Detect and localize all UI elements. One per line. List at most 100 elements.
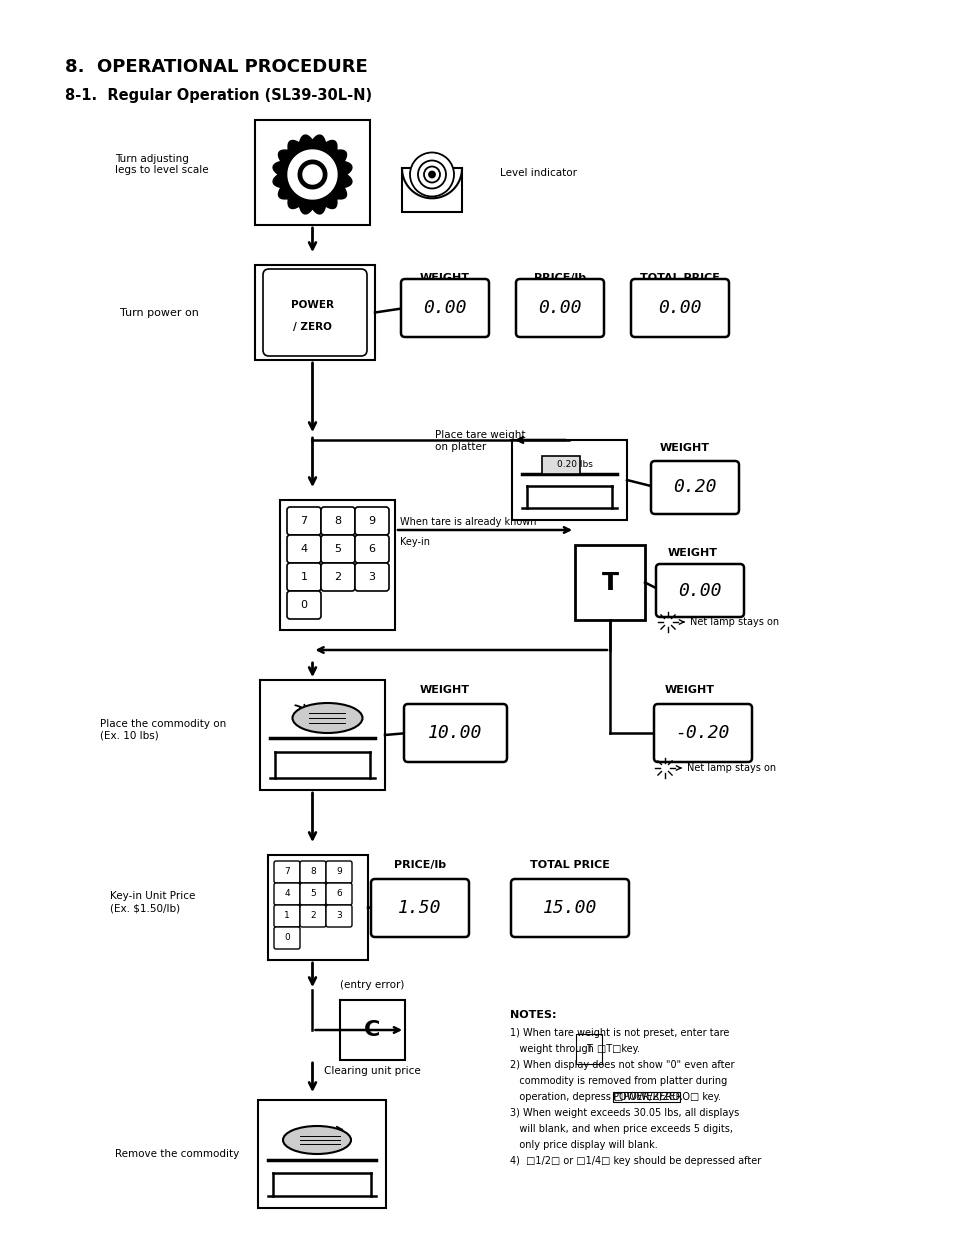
Text: Net lamp stays on: Net lamp stays on	[686, 763, 776, 773]
FancyBboxPatch shape	[400, 279, 489, 337]
FancyBboxPatch shape	[287, 507, 320, 535]
Bar	[541, 456, 579, 473]
FancyBboxPatch shape	[650, 461, 739, 514]
Circle shape	[417, 161, 446, 188]
Bar	[257, 1100, 386, 1208]
Text: 4: 4	[284, 890, 290, 898]
Polygon shape	[288, 150, 336, 199]
Text: POWER/ZERO: POWER/ZERO	[613, 1092, 679, 1101]
Text: 10.00: 10.00	[428, 724, 482, 742]
FancyBboxPatch shape	[355, 535, 389, 563]
Bar	[254, 120, 370, 225]
Bar	[339, 1000, 405, 1061]
Text: Place tare weight
on platter: Place tare weight on platter	[435, 430, 525, 451]
Text: 4: 4	[300, 544, 307, 554]
FancyBboxPatch shape	[287, 535, 320, 563]
Text: 0.00: 0.00	[537, 299, 581, 317]
Text: 8-1.  Regular Operation (SL39-30L-N): 8-1. Regular Operation (SL39-30L-N)	[65, 88, 372, 103]
Bar	[280, 501, 395, 629]
Text: 1.50: 1.50	[397, 900, 441, 917]
Bar	[512, 440, 626, 520]
Text: 15.00: 15.00	[542, 900, 597, 917]
FancyBboxPatch shape	[355, 507, 389, 535]
Text: 3: 3	[368, 572, 375, 582]
Bar	[575, 545, 644, 620]
Text: 2: 2	[335, 572, 341, 582]
Text: Turn power on: Turn power on	[120, 307, 198, 317]
Text: When tare is already known: When tare is already known	[399, 517, 536, 527]
Text: 3) When weight exceeds 30.05 lbs, all displays: 3) When weight exceeds 30.05 lbs, all di…	[510, 1108, 739, 1118]
FancyBboxPatch shape	[326, 904, 352, 927]
Text: 6: 6	[335, 890, 341, 898]
Text: 6: 6	[368, 544, 375, 554]
Polygon shape	[273, 135, 352, 214]
Text: Key-in: Key-in	[399, 536, 430, 546]
FancyBboxPatch shape	[630, 279, 728, 337]
Text: 7: 7	[300, 515, 307, 527]
Text: 0: 0	[300, 600, 307, 610]
Text: T: T	[585, 1044, 591, 1054]
Text: (entry error): (entry error)	[340, 980, 404, 990]
FancyBboxPatch shape	[320, 563, 355, 591]
FancyBboxPatch shape	[287, 563, 320, 591]
FancyBboxPatch shape	[299, 861, 326, 883]
Text: TOTAL PRICE: TOTAL PRICE	[639, 273, 720, 282]
Text: / ZERO: / ZERO	[293, 322, 332, 332]
FancyBboxPatch shape	[274, 883, 299, 904]
Text: 9: 9	[335, 867, 341, 876]
Text: 0.00: 0.00	[678, 581, 721, 600]
Text: POWER: POWER	[291, 300, 334, 310]
FancyBboxPatch shape	[274, 861, 299, 883]
Text: Place the commodity on
(Ex. 10 lbs): Place the commodity on (Ex. 10 lbs)	[100, 719, 226, 740]
FancyBboxPatch shape	[274, 927, 299, 949]
FancyBboxPatch shape	[320, 535, 355, 563]
Circle shape	[410, 152, 454, 197]
Text: 0: 0	[284, 933, 290, 943]
Circle shape	[429, 171, 435, 177]
FancyBboxPatch shape	[274, 904, 299, 927]
Text: will blank, and when price exceeds 5 digits,: will blank, and when price exceeds 5 dig…	[510, 1124, 732, 1134]
Text: 0.20 lbs: 0.20 lbs	[557, 460, 593, 470]
FancyBboxPatch shape	[403, 704, 506, 762]
Text: WEIGHT: WEIGHT	[664, 685, 714, 695]
FancyBboxPatch shape	[263, 269, 367, 356]
Text: 8: 8	[310, 867, 315, 876]
Text: 0.00: 0.00	[658, 299, 701, 317]
Text: 1: 1	[284, 912, 290, 921]
Polygon shape	[298, 160, 327, 188]
Circle shape	[423, 166, 439, 182]
FancyBboxPatch shape	[326, 883, 352, 904]
Text: 8.  OPERATIONAL PROCEDURE: 8. OPERATIONAL PROCEDURE	[65, 58, 367, 76]
FancyBboxPatch shape	[326, 861, 352, 883]
Text: 2: 2	[310, 912, 315, 921]
Text: 5: 5	[335, 544, 341, 554]
FancyBboxPatch shape	[355, 563, 389, 591]
Text: 1) When tare weight is not preset, enter tare: 1) When tare weight is not preset, enter…	[510, 1028, 729, 1038]
Text: 0.00: 0.00	[423, 299, 466, 317]
FancyBboxPatch shape	[511, 878, 628, 937]
Text: 9: 9	[368, 515, 375, 527]
Text: WEIGHT: WEIGHT	[419, 685, 470, 695]
Text: Remove the commodity: Remove the commodity	[115, 1149, 239, 1158]
Text: 3: 3	[335, 912, 341, 921]
Text: T: T	[601, 570, 618, 595]
Text: -0.20: -0.20	[675, 724, 729, 742]
FancyBboxPatch shape	[656, 564, 743, 617]
FancyBboxPatch shape	[371, 878, 469, 937]
Bar	[254, 265, 375, 361]
Text: Net lamp stays on: Net lamp stays on	[689, 617, 779, 627]
Text: TOTAL PRICE: TOTAL PRICE	[530, 860, 609, 870]
Text: 2) When display does not show "0" even after: 2) When display does not show "0" even a…	[510, 1061, 734, 1070]
Text: 7: 7	[284, 867, 290, 876]
Bar	[268, 855, 368, 960]
Text: Clearing unit price: Clearing unit price	[324, 1066, 420, 1075]
Text: only price display will blank.: only price display will blank.	[510, 1140, 657, 1150]
Ellipse shape	[293, 703, 362, 733]
Text: Level indicator: Level indicator	[499, 167, 577, 177]
Bar	[260, 680, 385, 790]
Text: 4)  □1/2□ or □1/4□ key should be depressed after: 4) □1/2□ or □1/4□ key should be depresse…	[510, 1156, 760, 1166]
Polygon shape	[303, 165, 322, 185]
FancyBboxPatch shape	[654, 704, 751, 762]
Text: operation, depress □POWER/ZERO□ key.: operation, depress □POWER/ZERO□ key.	[510, 1092, 720, 1101]
FancyBboxPatch shape	[299, 883, 326, 904]
